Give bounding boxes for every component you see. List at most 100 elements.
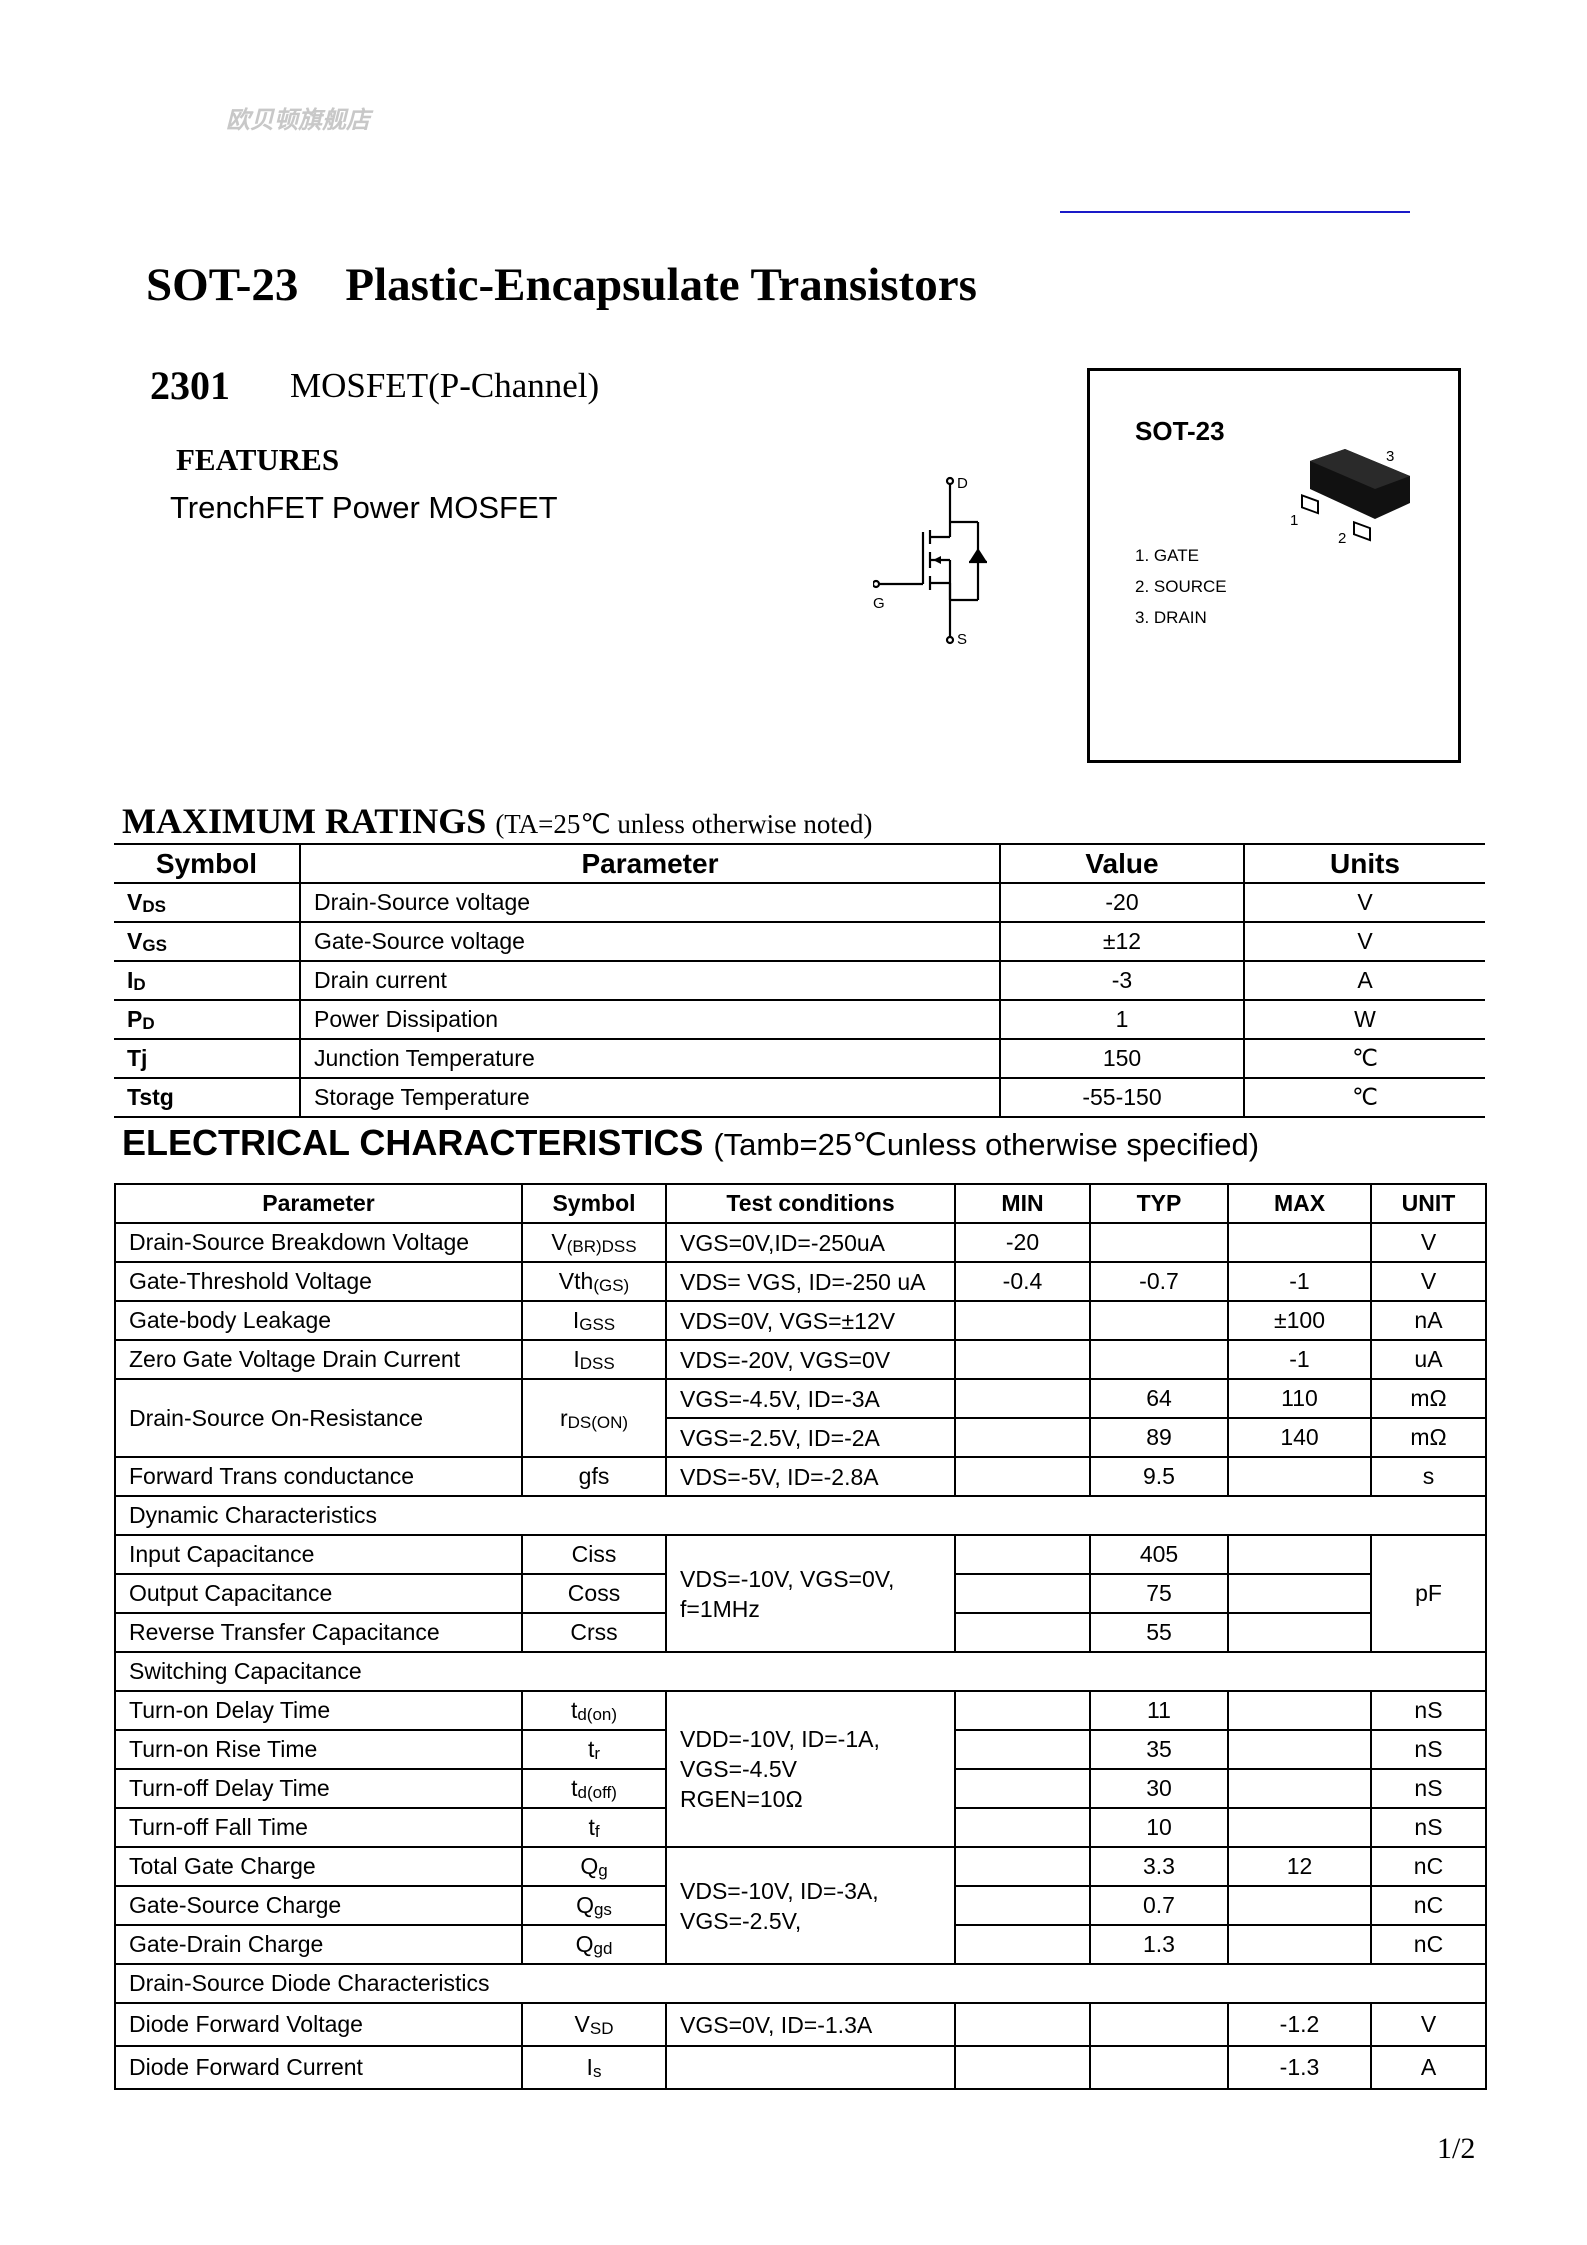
parameter-cell: Turn-off Fall Time bbox=[114, 1807, 523, 1848]
parameter-cell: Junction Temperature bbox=[299, 1038, 1001, 1079]
max-cell bbox=[1227, 1729, 1372, 1770]
unit-cell: s bbox=[1370, 1456, 1487, 1497]
typ-cell: 10 bbox=[1089, 1807, 1229, 1848]
table-row: Diode Forward Voltage VSD VGS=0V, ID=-1.3A… bbox=[114, 2002, 1487, 2047]
unit-cell: V bbox=[1370, 1261, 1487, 1302]
part-type: MOSFET(P-Channel) bbox=[290, 366, 600, 405]
max-cell: 140 bbox=[1227, 1417, 1372, 1458]
parameter-cell: Forward Trans conductance bbox=[114, 1456, 523, 1497]
max-ratings-table: Symbol Parameter Value Units VDS Drain-Sourc… bbox=[114, 843, 1485, 1118]
unit-cell: nS bbox=[1370, 1807, 1487, 1848]
min-cell: -20 bbox=[954, 1222, 1091, 1263]
symbol-cell: Vth(GS) bbox=[521, 1261, 667, 1302]
table-row: Zero Gate Voltage Drain Current IDSS VDS=-… bbox=[114, 1339, 1487, 1380]
table-row: Turn-on Delay Time td(on) VDD=-10V, ID=-1A… bbox=[114, 1690, 1487, 1848]
symbol-cell: VSD bbox=[521, 2002, 667, 2047]
accent-line bbox=[1060, 211, 1410, 213]
units-cell: V bbox=[1243, 882, 1485, 923]
symbol-cell: IGSS bbox=[521, 1300, 667, 1341]
unit-cell: nC bbox=[1370, 1885, 1487, 1926]
parameter-cell: Power Dissipation bbox=[299, 999, 1001, 1040]
table-row: VDS Drain-Source voltage -20 V bbox=[114, 882, 1485, 923]
electrical-title: ELECTRICAL CHARACTERISTICS (Tamb=25℃unle… bbox=[122, 1122, 1259, 1164]
table-row: Total Gate Charge Qg VDS=-10V, ID=-3A, VGS… bbox=[114, 1846, 1487, 1965]
pin-number-2: 2 bbox=[1338, 530, 1346, 547]
symbol-cell: V(BR)DSS bbox=[521, 1222, 667, 1263]
table-row: VGS=-2.5V, ID=-2A 89 140 mΩ bbox=[115, 1417, 1487, 1458]
max-ratings-note: (TA=25℃ unless otherwise noted) bbox=[495, 809, 873, 839]
conditions-cell: VGS=-4.5V, ID=-3A bbox=[665, 1378, 956, 1419]
parameter-cell: Input Capacitance bbox=[114, 1534, 523, 1575]
symbol-cell: gfs bbox=[521, 1456, 667, 1497]
typ-cell bbox=[1089, 1300, 1229, 1341]
table-row: Diode Forward Current Is -1.3 A bbox=[114, 2045, 1487, 2090]
min-cell bbox=[954, 1456, 1091, 1497]
unit-cell: nC bbox=[1370, 1924, 1487, 1965]
section-header: Drain-Source Diode Characteristics bbox=[114, 1963, 1487, 2004]
pin-gate: 1. GATE bbox=[1135, 546, 1199, 565]
value-cell: -55-150 bbox=[999, 1077, 1245, 1118]
table-row: Gate-Drain Charge Qgd 1.3 nC bbox=[114, 1924, 1487, 1965]
gate-label: G bbox=[873, 595, 885, 612]
max-cell: -1.2 bbox=[1227, 2002, 1372, 2047]
electrical-table: Parameter Symbol Test conditions MIN TYP MAX U… bbox=[114, 1183, 1487, 2090]
unit-cell: nS bbox=[1370, 1729, 1487, 1770]
min-cell bbox=[954, 1729, 1091, 1770]
parameter-cell: Zero Gate Voltage Drain Current bbox=[114, 1339, 523, 1380]
unit-cell: nS bbox=[1370, 1768, 1487, 1809]
symbol-cell: td(on) bbox=[521, 1690, 667, 1731]
table-row: Turn-on Rise Time tr 35 nS bbox=[114, 1729, 1487, 1770]
table-row: Forward Trans conductance gfs VDS=-5V, ID=… bbox=[114, 1456, 1487, 1497]
column-header: TYP bbox=[1089, 1183, 1229, 1224]
symbol-cell: IDSS bbox=[521, 1339, 667, 1380]
symbol-cell: Coss bbox=[521, 1573, 667, 1614]
value-cell: -20 bbox=[999, 882, 1245, 923]
typ-cell bbox=[1089, 2045, 1229, 2090]
typ-cell: 405 bbox=[1089, 1534, 1229, 1575]
unit-cell: V bbox=[1370, 2002, 1487, 2047]
max-cell bbox=[1227, 1573, 1372, 1614]
max-cell bbox=[1227, 1924, 1372, 1965]
table-row: VGS Gate-Source voltage ±12 V bbox=[114, 921, 1485, 962]
symbol-cell: Qgd bbox=[521, 1924, 667, 1965]
max-cell bbox=[1227, 1222, 1372, 1263]
typ-cell: 35 bbox=[1089, 1729, 1229, 1770]
column-header: Test conditions bbox=[665, 1183, 956, 1224]
max-cell: 110 bbox=[1227, 1378, 1372, 1419]
max-cell bbox=[1227, 1534, 1372, 1575]
symbol-cell: Qg bbox=[521, 1846, 667, 1887]
table-row: Input Capacitance Ciss VDS=-10V, VGS=0V, f… bbox=[114, 1534, 1487, 1653]
column-header: Symbol bbox=[521, 1183, 667, 1224]
min-cell bbox=[954, 1300, 1091, 1341]
unit-cell: mΩ bbox=[1370, 1378, 1487, 1419]
value-cell: 1 bbox=[999, 999, 1245, 1040]
table-row: Drain-Source Diode Characteristics bbox=[114, 1963, 1487, 2004]
unit-cell: mΩ bbox=[1370, 1417, 1487, 1458]
unit-cell: uA bbox=[1370, 1339, 1487, 1380]
symbol-cell: PD bbox=[114, 999, 301, 1040]
symbol-cell: Tj bbox=[114, 1038, 301, 1079]
min-cell bbox=[954, 1573, 1091, 1614]
symbol-cell: tf bbox=[521, 1807, 667, 1848]
unit-cell: nS bbox=[1370, 1690, 1487, 1731]
min-cell bbox=[954, 1768, 1091, 1809]
parameter-cell: Drain-Source On-Resistance bbox=[114, 1378, 523, 1458]
unit-cell: nA bbox=[1370, 1300, 1487, 1341]
max-ratings-title: MAXIMUM RATINGS (TA=25℃ unless otherwise… bbox=[122, 800, 872, 842]
electrical-note: (Tamb=25℃unless otherwise specified) bbox=[713, 1127, 1260, 1162]
typ-cell: 1.3 bbox=[1089, 1924, 1229, 1965]
conditions-cell: VDS=-10V, VGS=0V, f=1MHz bbox=[665, 1534, 956, 1653]
typ-cell: 55 bbox=[1089, 1612, 1229, 1653]
column-header: Units bbox=[1243, 843, 1485, 884]
page-number: 1/2 bbox=[1437, 2132, 1476, 2165]
symbol-cell: Crss bbox=[521, 1612, 667, 1653]
column-header: Symbol bbox=[114, 843, 301, 884]
drain-label: D bbox=[957, 475, 968, 492]
pin-drain: 3. DRAIN bbox=[1135, 608, 1207, 627]
min-cell bbox=[954, 1612, 1091, 1653]
typ-cell: 0.7 bbox=[1089, 1885, 1229, 1926]
sot23-package-icon: 3 1 2 bbox=[1290, 448, 1410, 547]
unit-cell: A bbox=[1370, 2045, 1487, 2090]
max-cell bbox=[1227, 1612, 1372, 1653]
max-cell: 12 bbox=[1227, 1846, 1372, 1887]
